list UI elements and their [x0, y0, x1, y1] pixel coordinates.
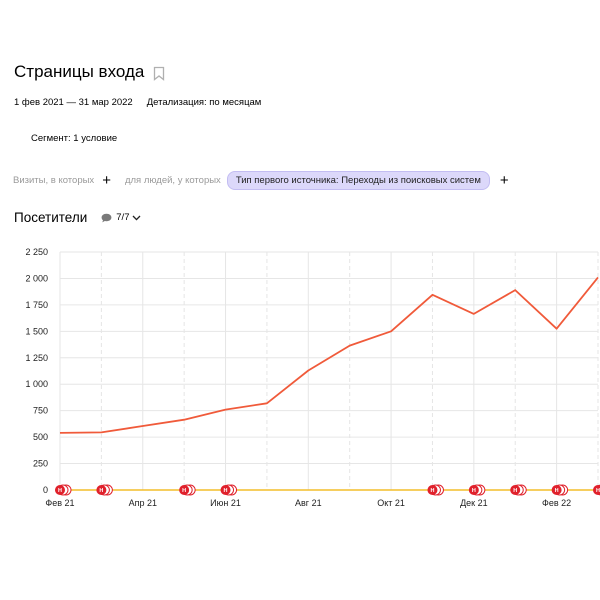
y-tick-label: 1 250 [25, 353, 48, 363]
x-tick-label: Дек 21 [460, 498, 488, 508]
x-tick-label: Окт 21 [377, 498, 405, 508]
x-tick-label: Апр 21 [129, 498, 157, 508]
annotation-marker[interactable]: Н [427, 484, 444, 496]
visitors-line-chart: 0 250 500 750 1 000 1 250 1 500 1 750 2 000 2 250… [25, 247, 600, 508]
annotation-marker[interactable]: Н [220, 484, 238, 496]
annotation-marker-label: Н [182, 488, 186, 494]
annotation-marker-dot [179, 485, 190, 495]
comment-icon [101, 213, 112, 222]
annotation-marker-dot [468, 485, 479, 495]
annotation-marker[interactable]: Н [96, 484, 113, 496]
annotation-marker[interactable]: Н [179, 484, 196, 496]
y-tick-label: 1 750 [25, 300, 48, 310]
period-row: 1 фев 2021 — 31 мар 2022 Детализация: по… [14, 97, 261, 108]
x-tick-label: Фев 21 [45, 498, 74, 508]
annotation-marker-dot [510, 485, 521, 495]
annotation-marker-dot [593, 485, 600, 495]
series-line [59, 276, 599, 434]
annotation-marker-dot [220, 485, 231, 495]
annotations-toggle[interactable]: 7/7 [101, 212, 145, 223]
people-filter-label: для людей, у которых [124, 174, 221, 186]
y-tick-label: 750 [33, 406, 48, 416]
segment-label[interactable]: Сегмент: 1 условие [31, 133, 118, 144]
detail-selector[interactable]: Детализация: по месяцам [146, 97, 262, 108]
annotation-marker[interactable]: Н [55, 484, 72, 496]
annotation-marker-label: Н [224, 488, 228, 494]
chart-title: Посетители [14, 210, 88, 225]
y-tick-label: 1 000 [25, 379, 48, 389]
x-tick-label: Авг 21 [295, 498, 322, 508]
visits-filter-label: Визиты, в которых [13, 174, 95, 186]
page-title: Страницы входа [14, 62, 145, 81]
annotation-marker-label: Н [99, 488, 103, 494]
y-tick-label: 2 000 [25, 273, 48, 283]
annotation-marker-label: Н [430, 488, 434, 494]
y-tick-label: 1 500 [25, 326, 48, 336]
page-header: Страницы входа [14, 62, 165, 82]
annotation-marker-dot [427, 485, 438, 495]
source-type-chip[interactable]: Тип первого источника: Переходы из поиск… [226, 170, 490, 190]
date-range[interactable]: 1 фев 2021 — 31 мар 2022 [14, 97, 133, 108]
add-visit-condition-button[interactable]: + [102, 171, 111, 189]
y-tick-label: 2 250 [25, 247, 48, 257]
y-tick-label: 250 [33, 459, 48, 469]
annotation-marker[interactable]: Н [551, 484, 569, 496]
chart-header: Посетители 7/7 [14, 210, 145, 225]
y-tick-label: 0 [43, 485, 48, 495]
annotation-marker[interactable]: Н [510, 484, 527, 496]
y-tick-label: 500 [33, 432, 48, 442]
x-tick-label: Июн 21 [210, 498, 241, 508]
annotation-marker-label: Н [513, 488, 517, 494]
annotation-marker-label: Н [596, 488, 600, 494]
annotation-marker-dot [551, 485, 562, 495]
annotation-marker-label: Н [58, 488, 62, 494]
annotation-marker-label: Н [472, 488, 476, 494]
annotation-marker-label: Н [555, 488, 559, 494]
chevron-down-icon [133, 215, 141, 221]
x-tick-label: Фев 22 [542, 498, 571, 508]
annotation-marker[interactable]: Н [468, 484, 486, 496]
filter-row: Визиты, в которых + для людей, у которых… [13, 170, 523, 190]
annotation-marker-dot [55, 485, 65, 495]
annotation-marker-dot [96, 485, 107, 495]
annotation-marker[interactable]: Н [593, 484, 600, 496]
bookmark-icon[interactable] [153, 66, 165, 81]
annotations-count: 7/7 [116, 212, 130, 223]
add-people-condition-button[interactable]: + [499, 171, 509, 189]
